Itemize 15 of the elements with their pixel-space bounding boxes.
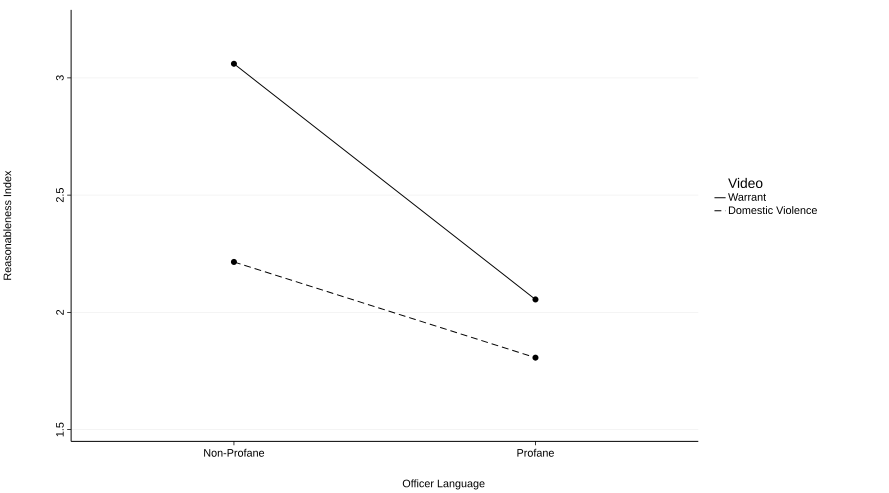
point [532, 296, 539, 303]
legend-title: Video [728, 178, 762, 188]
y-tick-label: 1.5 [56, 422, 64, 436]
legend-label: Warrant [728, 193, 766, 201]
x-tick-label: Profane [517, 448, 554, 457]
point [532, 354, 539, 361]
legend-label: Domestic Violence [728, 206, 817, 214]
y-tick-label: 2.5 [56, 188, 64, 202]
x-axis-title: Officer Language [402, 480, 485, 490]
point [230, 259, 237, 266]
y-axis-title: Reasonableness Index [3, 170, 12, 280]
y-tick-label: 3 [56, 75, 64, 81]
y-tick-label: 2 [56, 310, 64, 315]
x-tick-label: Non-Profane [204, 448, 264, 457]
point [230, 60, 237, 67]
